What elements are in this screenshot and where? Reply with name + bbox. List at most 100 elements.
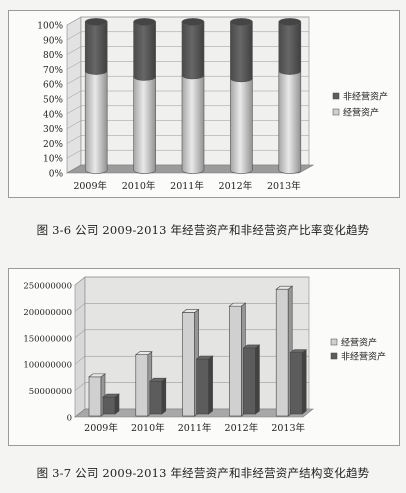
bar xyxy=(242,344,261,415)
bar xyxy=(181,71,205,174)
bar xyxy=(195,355,214,415)
y-tick-label: 30% xyxy=(43,125,63,135)
bar-top xyxy=(289,349,308,353)
bar xyxy=(133,18,156,81)
y-tick-label: 90% xyxy=(43,36,63,46)
gridline-side xyxy=(66,75,82,85)
bar-body xyxy=(278,21,302,75)
y-tick-label: 60% xyxy=(43,81,63,91)
bar xyxy=(230,74,253,174)
y-tick-label: 50000000 xyxy=(29,387,72,397)
bar-body xyxy=(84,21,108,75)
x-tick-label: 2011年 xyxy=(170,180,204,192)
bar-body xyxy=(133,21,156,81)
x-tick-label: 2012年 xyxy=(225,422,259,434)
gridline-side xyxy=(66,61,82,70)
gridline-side xyxy=(74,356,86,365)
bar-face xyxy=(289,352,303,415)
bar-top xyxy=(181,309,200,313)
gridline-side xyxy=(74,303,86,312)
y-tick-label: 20% xyxy=(43,140,63,150)
bar-top xyxy=(133,18,156,26)
bar-face xyxy=(149,380,163,415)
bar-face xyxy=(196,358,209,415)
bar-top xyxy=(84,18,108,26)
gridline-side xyxy=(66,105,82,115)
legend-label: 非经营资产 xyxy=(341,351,386,363)
y-tick-label: 100000000 xyxy=(23,361,72,371)
bar-body xyxy=(230,21,253,83)
bar xyxy=(88,373,106,417)
bar-face xyxy=(275,288,289,417)
caption-ratio-chart: 图 3-6 公司 2009-2013 年经营资产和非经营资产比率变化趋势 xyxy=(36,223,370,237)
bar xyxy=(278,66,302,174)
bar xyxy=(181,308,200,417)
ratio-chart: 0% 10% 20% 30% 40% 50% 60% 70% 80% 90% 100% 2009年 20… xyxy=(37,16,388,192)
bar-body xyxy=(181,74,205,174)
chart-frame-structure: 0 50000000 100000000 150000000 200000000 2500… xyxy=(8,268,400,446)
bar-side xyxy=(255,344,260,415)
bar xyxy=(275,285,294,417)
y-tick-label: 10% xyxy=(43,155,63,165)
bar-face xyxy=(135,354,149,417)
gridline-side xyxy=(66,31,82,41)
legend-swatch xyxy=(330,352,338,360)
gridline-side xyxy=(74,382,86,391)
bar-top xyxy=(134,351,153,355)
bar-side xyxy=(114,393,120,415)
bar-top xyxy=(88,373,106,378)
y-tick-label: 150000000 xyxy=(23,334,72,344)
chart-frame-ratio: 0% 10% 20% 30% 40% 50% 60% 70% 80% 90% 100% 2009年 20… xyxy=(8,10,400,198)
bar-body xyxy=(278,70,302,174)
bar xyxy=(278,18,302,75)
bar-top xyxy=(181,18,205,26)
bar xyxy=(133,72,156,174)
y-tick-label: 40% xyxy=(43,110,63,120)
bar xyxy=(181,18,205,80)
x-tick-label: 2010年 xyxy=(131,422,165,434)
bar-top xyxy=(275,285,294,290)
bar-face xyxy=(182,312,195,417)
gridline-side xyxy=(74,329,86,338)
bar xyxy=(228,302,247,417)
gridline-side xyxy=(66,135,82,144)
gridline-side xyxy=(66,120,82,129)
bar-body xyxy=(230,77,253,174)
bar-face xyxy=(88,376,102,417)
legend-swatch xyxy=(332,92,340,100)
structure-chart: 0 50000000 100000000 150000000 200000000 2500… xyxy=(23,276,386,434)
gridline-side xyxy=(66,90,82,100)
x-tick-label: 2013年 xyxy=(267,180,301,192)
bar-top xyxy=(228,302,247,307)
bar xyxy=(84,18,108,75)
y-tick-label: 70% xyxy=(43,66,63,76)
gridline-side xyxy=(66,16,82,26)
bar-top xyxy=(102,393,120,398)
gridline-side xyxy=(74,276,86,286)
legend-swatch xyxy=(332,108,340,116)
x-tick-label: 2010年 xyxy=(122,180,156,192)
bar xyxy=(84,66,108,174)
legend-swatch xyxy=(330,338,338,346)
y-tick-label: 80% xyxy=(43,51,63,61)
bar-face xyxy=(102,396,116,415)
gridline-side xyxy=(66,149,82,159)
x-tick-label: 2009年 xyxy=(84,422,118,434)
x-tick-label: 2013年 xyxy=(271,422,305,434)
x-tick-label: 2009年 xyxy=(73,180,107,192)
y-tick-label: 100% xyxy=(37,22,63,32)
gridline-side xyxy=(66,46,82,55)
bar-top xyxy=(195,355,214,360)
x-tick-label: 2012年 xyxy=(219,180,253,192)
bar xyxy=(102,393,120,415)
bar-body xyxy=(84,70,108,174)
bar-face xyxy=(229,305,242,417)
bar-face xyxy=(243,347,256,415)
bar xyxy=(289,349,308,415)
bar-top xyxy=(148,377,167,382)
bar xyxy=(148,377,167,415)
bar-top xyxy=(230,18,253,26)
y-tick-label: 0 xyxy=(67,414,72,424)
bar-side xyxy=(301,349,307,415)
caption-structure-chart: 图 3-7 公司 2009-2013 年经营资产和非经营资产结构变化趋势 xyxy=(36,466,370,480)
